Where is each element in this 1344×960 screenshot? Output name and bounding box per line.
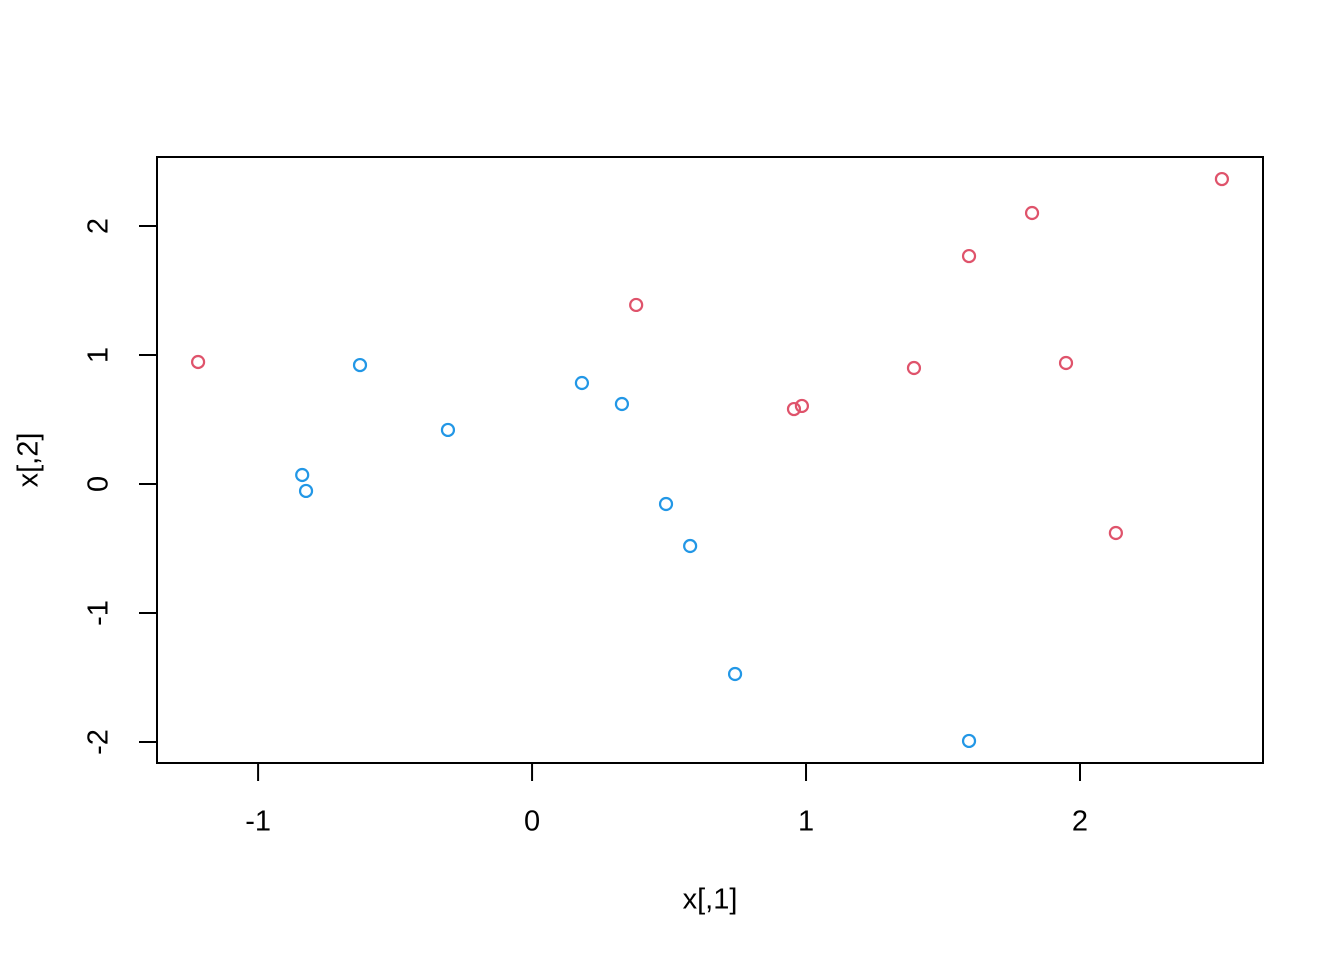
x-tick-label: 1 [798,806,814,838]
x-tick-label: 0 [524,806,540,838]
y-tick-label: -1 [83,600,115,626]
point [190,354,206,370]
plot-frame [156,156,1264,764]
point [961,248,977,264]
point [1214,171,1230,187]
x-axis-label: x[,1] [683,884,738,916]
point [658,496,674,512]
point [786,401,802,417]
point [794,398,810,414]
y-tick-label: -2 [83,729,115,755]
point [683,538,698,554]
point [440,422,456,438]
point [295,467,310,483]
point [727,666,743,682]
point [906,360,922,376]
point [352,357,368,373]
point [614,396,630,412]
point [1058,355,1074,371]
point [574,375,590,391]
y-tick-label: 0 [83,476,115,492]
point [629,297,644,313]
point [298,483,314,499]
y-tick-label: 1 [83,347,115,363]
point [961,733,977,749]
point [1024,205,1040,221]
x-tick-label: -1 [245,806,271,838]
point [1108,525,1123,541]
x-tick-label: 2 [1072,806,1088,838]
y-tick-label: 2 [83,218,115,234]
y-axis-label: x[,2] [13,433,45,488]
